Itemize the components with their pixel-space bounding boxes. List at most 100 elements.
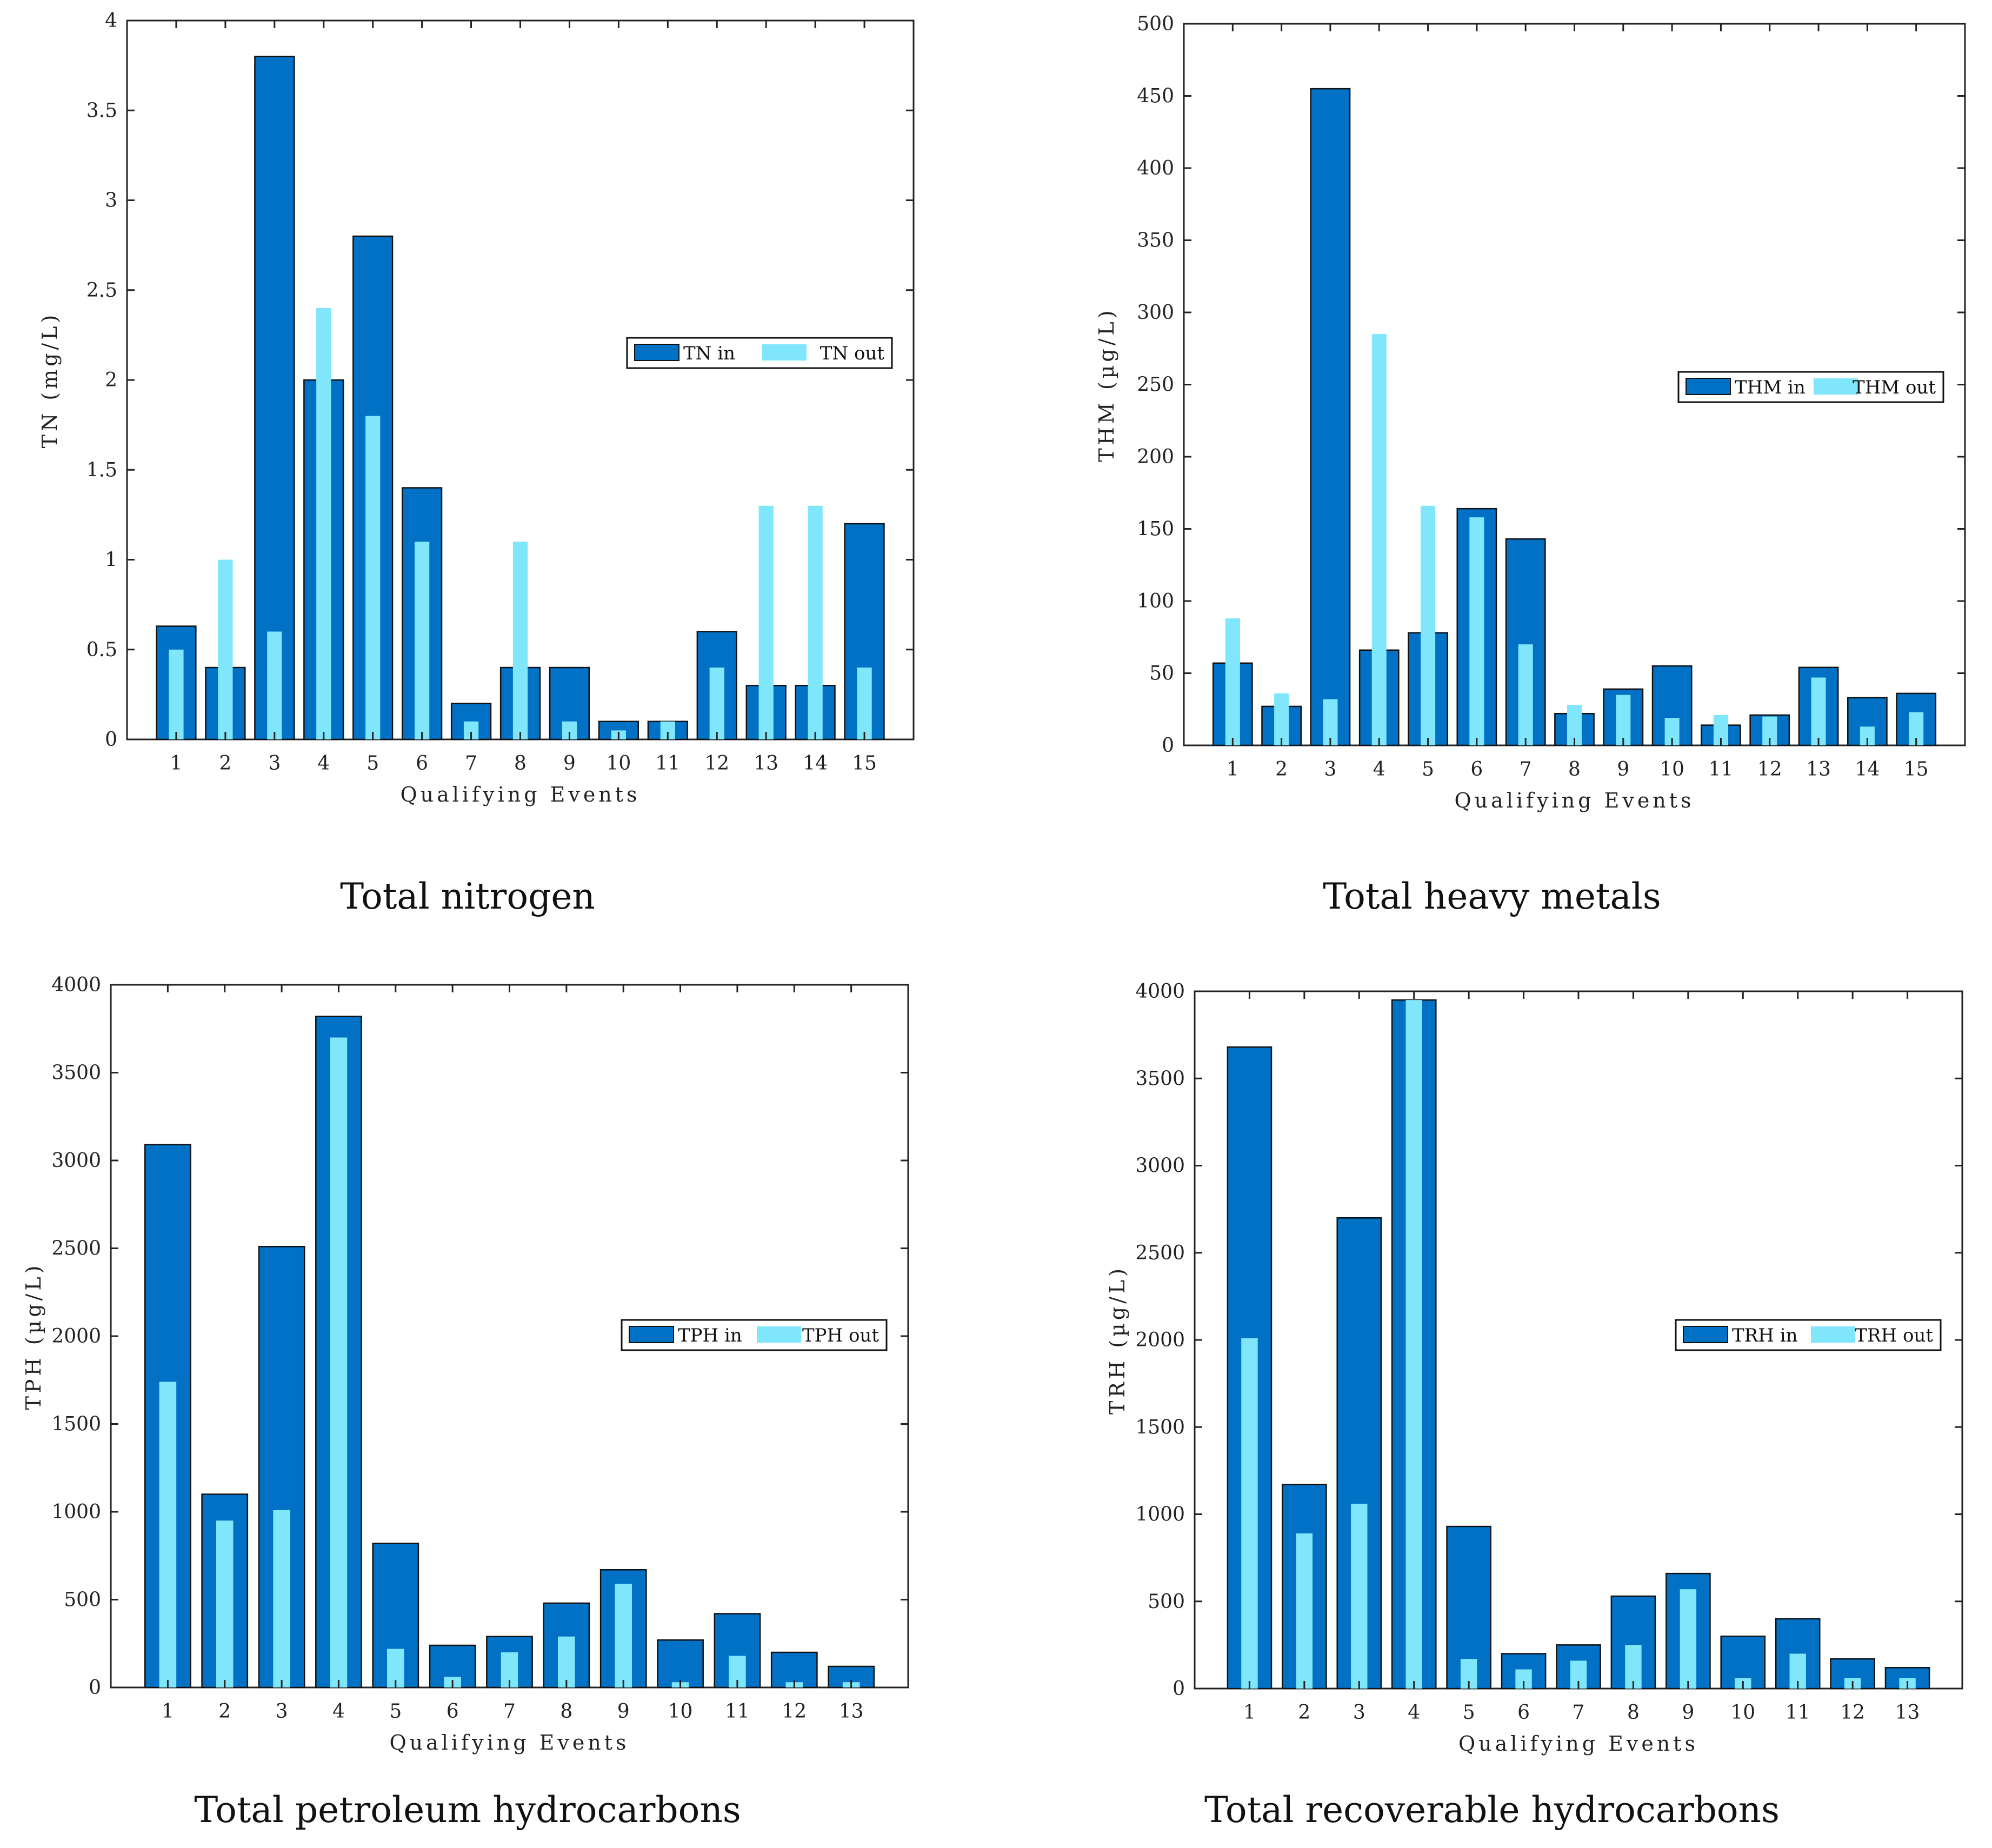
legend-swatch-in xyxy=(634,344,679,361)
chart-caption: Total heavy metals xyxy=(1323,876,1661,917)
y-tick-label: 3500 xyxy=(51,1062,101,1084)
x-tick-label: 6 xyxy=(416,752,428,775)
y-tick-label: 4000 xyxy=(51,974,101,996)
y-tick-label: 200 xyxy=(1137,446,1174,468)
bar-in xyxy=(1310,88,1351,746)
x-tick-label: 9 xyxy=(617,1700,630,1723)
bar-in xyxy=(657,1639,704,1689)
bar-out xyxy=(316,308,331,739)
bar-out xyxy=(1241,1338,1258,1689)
bar-out xyxy=(216,1520,234,1687)
x-tick-label: 2 xyxy=(1298,1702,1310,1724)
x-axis-label: Qualifying Events xyxy=(400,783,640,806)
chart-total-recoverable-hydrocarbons: 0 500 1000 1500 2000 2500 3000 3500 4000 1 2 3 4 5 6 7 8… xyxy=(1005,951,1992,1848)
x-tick-label: 10 xyxy=(1730,1702,1755,1724)
legend-swatch-in xyxy=(1685,378,1731,395)
x-tick-label: 4 xyxy=(1373,758,1385,780)
y-tick-label: 2000 xyxy=(1135,1329,1185,1351)
x-tick-label: 14 xyxy=(1855,758,1880,780)
x-axis-label: Qualifying Events xyxy=(389,1731,629,1754)
chart-total-petroleum-hydrocarbons: 0 500 1000 1500 2000 2500 3000 3500 4000 1 2 3 4 5 6 7 8… xyxy=(0,951,973,1848)
x-tick-label: 1 xyxy=(170,752,182,775)
x-tick-label: 3 xyxy=(1324,758,1336,780)
y-tick-label: 2000 xyxy=(51,1325,101,1347)
x-tick-label: 7 xyxy=(465,752,477,775)
bar-out xyxy=(365,416,381,739)
y-tick-label: 500 xyxy=(64,1589,101,1611)
y-tick-label: 0 xyxy=(1172,1678,1185,1700)
x-axis-label: Qualifying Events xyxy=(1458,1732,1698,1756)
x-tick-label: 3 xyxy=(276,1700,288,1723)
bar-out xyxy=(1469,517,1484,745)
y-tick-label: 2 xyxy=(105,369,117,391)
bar-out xyxy=(1680,1589,1697,1689)
y-tick-label: 250 xyxy=(1137,374,1174,396)
x-tick-label: 2 xyxy=(1275,758,1288,780)
y-tick-label: 1 xyxy=(105,549,117,571)
x-tick-label: 2 xyxy=(219,752,231,775)
legend-label-in: THM in xyxy=(1735,377,1806,398)
x-tick-label: 9 xyxy=(1617,758,1629,780)
chart-total-nitrogen: 0 0.5 1 1.5 2 2.5 3 3.5 4 1 2 3 4 5 6 7 8 9 10 11 12 13 14 15 Qu… xyxy=(0,0,973,930)
x-tick-label: 6 xyxy=(447,1700,459,1723)
legend-label-out: TN out xyxy=(820,343,885,364)
chart-total-heavy-metals: 0 50 100 150 200 250 300 350 400 450 500 1 2 3 4 5 6 7 8 9 1… xyxy=(1005,0,1992,930)
legend: TRH in TRH out xyxy=(1675,1319,1942,1351)
bar-out xyxy=(273,1510,290,1687)
y-tick-label: 1.5 xyxy=(86,459,117,481)
bar-out xyxy=(1421,505,1436,745)
chart-caption: Total recoverable hydrocarbons xyxy=(1204,1789,1780,1831)
bar-out xyxy=(1296,1533,1313,1689)
bar-out xyxy=(558,1636,575,1687)
bar-out xyxy=(1518,644,1533,745)
y-tick-label: 0 xyxy=(1162,735,1174,757)
bar-out xyxy=(1274,693,1289,745)
legend-label-out: THM out xyxy=(1853,377,1936,398)
bar-out xyxy=(808,505,823,739)
x-tick-label: 8 xyxy=(1627,1702,1640,1724)
y-axis-label: TRH (µg/L) xyxy=(1105,1265,1129,1415)
x-tick-label: 14 xyxy=(803,752,828,775)
x-tick-label: 11 xyxy=(725,1700,750,1723)
x-tick-label: 1 xyxy=(1243,1702,1256,1724)
legend: TN in TN out xyxy=(626,337,893,369)
y-axis-label: TN (mg/L) xyxy=(38,312,62,449)
y-axis-label: THM (µg/L) xyxy=(1095,307,1118,462)
x-tick-label: 15 xyxy=(1904,758,1929,780)
x-tick-label: 1 xyxy=(162,1700,174,1723)
bar-in xyxy=(254,56,295,740)
x-tick-label: 12 xyxy=(782,1700,807,1723)
x-tick-label: 13 xyxy=(839,1700,864,1723)
y-tick-label: 100 xyxy=(1137,590,1174,612)
y-tick-label: 450 xyxy=(1137,85,1174,108)
x-axis-label: Qualifying Events xyxy=(1454,789,1694,812)
x-tick-label: 12 xyxy=(1840,1702,1865,1724)
y-tick-label: 2500 xyxy=(1135,1242,1185,1264)
legend: THM in THM out xyxy=(1677,371,1944,403)
x-tick-label: 10 xyxy=(668,1700,693,1723)
y-tick-label: 0 xyxy=(89,1677,101,1699)
x-tick-label: 7 xyxy=(1520,758,1532,780)
x-tick-label: 3 xyxy=(268,752,281,775)
chart-caption: Total nitrogen xyxy=(340,876,595,917)
x-tick-label: 13 xyxy=(754,752,778,775)
x-tick-label: 6 xyxy=(1470,758,1483,780)
y-tick-label: 300 xyxy=(1137,302,1174,324)
x-tick-label: 3 xyxy=(1353,1702,1365,1724)
y-tick-label: 4 xyxy=(105,10,117,32)
y-tick-label: 3000 xyxy=(51,1150,101,1172)
y-tick-label: 2.5 xyxy=(86,279,117,302)
y-tick-label: 0 xyxy=(105,729,117,751)
x-tick-label: 7 xyxy=(1573,1702,1585,1724)
x-tick-label: 8 xyxy=(514,752,527,775)
x-tick-label: 7 xyxy=(503,1700,516,1723)
y-tick-label: 1500 xyxy=(1135,1416,1185,1438)
x-tick-label: 10 xyxy=(1660,758,1684,780)
bar-out xyxy=(1405,1000,1422,1689)
bar-out xyxy=(615,1584,632,1687)
y-tick-label: 150 xyxy=(1137,518,1174,541)
x-tick-label: 9 xyxy=(1682,1702,1694,1724)
x-tick-label: 11 xyxy=(1786,1702,1810,1724)
x-tick-label: 4 xyxy=(1408,1702,1420,1724)
